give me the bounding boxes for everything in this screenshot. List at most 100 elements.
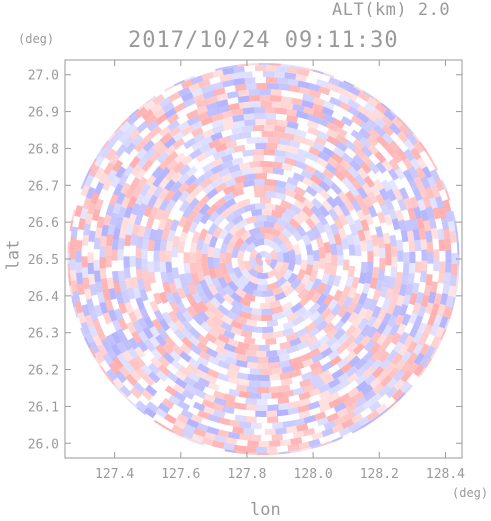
field-cell xyxy=(93,270,101,282)
field-cell xyxy=(312,141,326,153)
field-cell xyxy=(414,261,422,273)
field-cell xyxy=(168,394,181,406)
field-cell xyxy=(181,283,192,296)
field-cell xyxy=(77,283,85,296)
field-cell xyxy=(268,452,280,455)
field-cell xyxy=(378,350,390,363)
field-cell xyxy=(306,113,319,123)
field-cell xyxy=(143,316,155,329)
field-cell xyxy=(208,327,221,339)
field-cell xyxy=(192,313,205,326)
field-cell xyxy=(119,281,128,294)
field-cell xyxy=(102,178,113,192)
field-cell xyxy=(336,342,349,355)
field-cell xyxy=(106,234,114,246)
field-cell xyxy=(228,164,241,174)
field-cell xyxy=(317,213,329,226)
field-cell xyxy=(375,135,388,148)
field-cell xyxy=(157,218,167,231)
field-cell xyxy=(271,312,284,321)
field-cell xyxy=(211,157,224,168)
field-cell xyxy=(412,228,421,241)
field-cell xyxy=(269,440,281,447)
field-cell xyxy=(157,402,171,414)
field-cell xyxy=(430,336,441,349)
field-cell xyxy=(337,332,350,345)
field-cell xyxy=(271,305,284,315)
field-cell xyxy=(74,204,83,218)
field-cell xyxy=(287,78,299,87)
field-cell xyxy=(409,196,419,209)
field-cell xyxy=(191,127,204,138)
field-cell xyxy=(284,182,297,192)
field-cell xyxy=(276,251,284,263)
field-cell xyxy=(166,271,175,284)
field-cell xyxy=(323,241,332,254)
field-cell xyxy=(335,86,349,97)
field-cell xyxy=(282,327,295,337)
field-cell xyxy=(455,275,459,288)
field-cell xyxy=(228,431,240,440)
field-cell xyxy=(200,116,214,127)
field-cell xyxy=(281,301,294,312)
field-cell xyxy=(280,377,293,386)
field-cell xyxy=(206,368,220,379)
field-cell xyxy=(318,205,330,218)
field-cell xyxy=(409,157,421,171)
field-cell xyxy=(264,221,275,229)
field-cell xyxy=(141,248,148,260)
y-tick-label: 26.9 xyxy=(28,106,59,121)
field-cell xyxy=(114,123,124,134)
field-cell xyxy=(149,102,163,114)
field-cell xyxy=(149,325,161,339)
field-cell xyxy=(214,267,224,280)
field-cell xyxy=(127,213,137,226)
field-cell xyxy=(208,139,221,149)
field-cell xyxy=(453,221,458,233)
field-cell xyxy=(379,358,392,371)
field-cell xyxy=(388,277,397,290)
field-cell xyxy=(184,174,198,187)
field-cell xyxy=(124,234,132,247)
field-cell xyxy=(229,306,243,317)
field-cell xyxy=(363,308,374,322)
field-cell xyxy=(384,361,397,374)
field-cell xyxy=(400,370,413,383)
field-cell xyxy=(153,196,164,210)
field-cell xyxy=(119,120,132,134)
field-cell xyxy=(416,156,428,170)
field-cell xyxy=(220,173,233,183)
field-cell xyxy=(201,169,215,181)
field-cell xyxy=(303,427,316,437)
field-cell xyxy=(271,101,283,109)
field-cell xyxy=(425,150,433,162)
field-cell xyxy=(258,440,270,447)
field-cell xyxy=(192,381,206,392)
field-cell xyxy=(327,349,341,361)
field-cell xyxy=(115,144,127,158)
field-cell xyxy=(361,182,373,196)
field-cell xyxy=(366,326,378,339)
field-cell xyxy=(125,373,138,386)
field-cell xyxy=(190,120,204,131)
field-cell xyxy=(230,319,243,330)
field-cell xyxy=(128,311,139,325)
field-cell xyxy=(333,319,346,332)
field-cell xyxy=(295,327,308,338)
field-cell xyxy=(111,249,118,261)
field-cell xyxy=(289,369,302,378)
field-cell xyxy=(123,256,130,268)
field-cell xyxy=(357,90,370,102)
field-cell xyxy=(366,96,379,108)
field-cell xyxy=(301,309,314,321)
field-cell xyxy=(238,274,250,287)
field-cell xyxy=(203,90,216,100)
field-cell xyxy=(252,124,264,132)
field-cell xyxy=(390,151,402,164)
field-cell xyxy=(322,321,335,334)
field-cell xyxy=(316,157,329,169)
field-cell xyxy=(92,334,103,347)
field-cell xyxy=(290,437,303,445)
field-cell xyxy=(131,134,144,147)
field-cell xyxy=(316,117,329,128)
